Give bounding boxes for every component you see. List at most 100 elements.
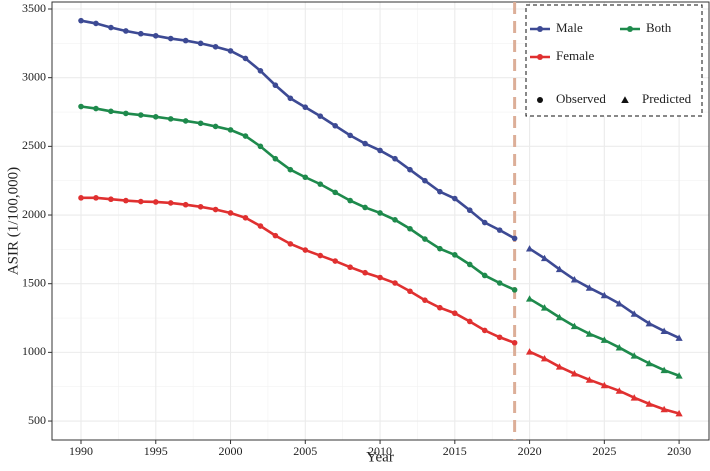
observed-point <box>138 112 144 118</box>
observed-point <box>422 297 428 303</box>
observed-point <box>242 133 249 139</box>
observed-point <box>511 339 518 346</box>
observed-point <box>496 227 503 233</box>
observed-point <box>377 274 383 281</box>
predicted-point <box>570 275 579 283</box>
predicted-point <box>585 376 593 383</box>
predicted-point <box>585 330 593 337</box>
observed-point <box>257 223 264 229</box>
legend-shape <box>537 97 543 103</box>
observed-point <box>93 105 99 112</box>
observed-point <box>152 32 159 39</box>
observed-point <box>78 195 84 201</box>
x-tick-label: 2000 <box>219 444 243 458</box>
observed-point <box>437 188 443 195</box>
observed-point <box>407 288 413 295</box>
observed-point <box>392 280 398 286</box>
observed-point <box>123 110 129 117</box>
observed-point <box>317 252 324 259</box>
legend-swatch <box>627 26 633 32</box>
observed-point <box>317 113 324 119</box>
predicted-point <box>675 372 683 379</box>
legend-label: Both <box>646 20 672 35</box>
x-tick-label: 2025 <box>592 444 616 458</box>
predicted-point <box>615 343 623 351</box>
observed-point <box>481 327 488 334</box>
y-tick-label: 2500 <box>22 138 46 152</box>
observed-point <box>466 318 473 325</box>
observed-point <box>392 155 398 162</box>
observed-point <box>167 200 174 206</box>
predicted-point <box>600 381 608 389</box>
observed-point <box>78 103 84 110</box>
predicted-point <box>585 284 593 291</box>
observed-point <box>347 132 353 139</box>
y-tick-label: 2000 <box>22 207 46 221</box>
predicted-point <box>660 366 668 374</box>
observed-point <box>257 68 264 74</box>
observed-point <box>227 48 234 54</box>
observed-point <box>347 197 353 204</box>
observed-point <box>93 195 99 201</box>
observed-point <box>302 104 309 111</box>
predicted-point <box>570 370 579 377</box>
observed-point <box>332 122 338 129</box>
observed-point <box>93 20 99 27</box>
observed-point <box>422 177 428 184</box>
observed-point <box>272 82 279 89</box>
observed-point <box>302 174 309 181</box>
observed-point <box>212 43 219 50</box>
observed-point <box>167 116 174 122</box>
observed-point <box>347 264 353 271</box>
legend-swatch <box>537 54 543 60</box>
series-line <box>80 105 516 292</box>
predicted-point <box>525 245 534 252</box>
observed-point <box>182 37 189 44</box>
observed-point <box>302 247 309 253</box>
legend-label: Predicted <box>642 91 692 106</box>
observed-point <box>182 118 189 124</box>
observed-point <box>287 166 294 173</box>
y-tick-label: 3000 <box>22 69 46 83</box>
observed-point <box>377 210 383 216</box>
observed-point <box>242 55 249 62</box>
observed-point <box>287 241 294 247</box>
legend-box <box>525 4 703 117</box>
observed-point <box>481 219 488 226</box>
observed-point <box>227 127 234 133</box>
observed-point <box>287 95 294 102</box>
observed-point <box>317 181 324 187</box>
observed-point <box>152 199 159 205</box>
observed-point <box>78 17 84 24</box>
observed-point <box>138 30 144 37</box>
predicted-point <box>600 291 608 299</box>
observed-point <box>152 114 159 120</box>
predicted-point <box>540 354 549 362</box>
legend-label: Male <box>556 20 583 35</box>
x-tick-label: 1995 <box>144 444 168 458</box>
predicted-point <box>660 327 668 334</box>
observed-point <box>108 108 114 115</box>
legend-label: Female <box>556 48 594 63</box>
observed-point <box>227 210 234 216</box>
plot-border <box>51 1 710 441</box>
predicted-point <box>615 387 623 394</box>
observed-point <box>138 198 144 205</box>
observed-point <box>167 35 174 42</box>
series-line <box>80 19 516 240</box>
predicted-point <box>630 352 638 359</box>
observed-point <box>272 232 279 239</box>
x-tick-label: 1990 <box>69 444 93 458</box>
observed-point <box>362 140 368 147</box>
x-tick-label: 2015 <box>443 444 467 458</box>
y-tick-label: 500 <box>28 413 46 427</box>
x-tick-label: 2020 <box>518 444 542 458</box>
observed-point <box>272 155 279 162</box>
x-tick-label: 2005 <box>293 444 317 458</box>
observed-point <box>452 195 458 202</box>
observed-point <box>496 334 503 341</box>
legend: Male Both Female Observed Predicted <box>525 4 703 117</box>
observed-point <box>123 28 129 34</box>
predicted-point <box>630 394 638 401</box>
observed-point <box>257 143 264 150</box>
